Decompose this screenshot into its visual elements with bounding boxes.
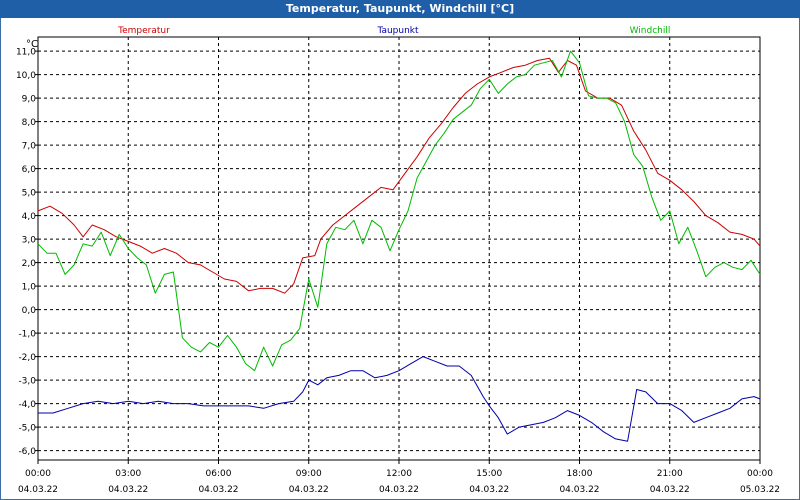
y-tick-label: 6,0 xyxy=(22,165,37,175)
y-tick-label: 9,0 xyxy=(22,95,37,105)
x-tick-time-label: 15:00 xyxy=(476,469,502,479)
x-tick-date-label: 04.03.22 xyxy=(198,485,238,495)
x-tick-date-label: 05.03.22 xyxy=(740,485,780,495)
x-tick-time-label: 06:00 xyxy=(206,469,232,479)
y-tick-label: -1,0 xyxy=(18,330,36,340)
x-tick-time-label: 03:00 xyxy=(115,469,141,479)
y-tick-label: -3,0 xyxy=(18,377,36,387)
y-axis: 11,0 10,0 9,0 8,0 7,0 6,0 5,0 4,0 3,0 2,0 1,0 0,0 -1… xyxy=(16,48,38,457)
series-line-windchill xyxy=(37,50,761,372)
x-tick-date-label: 04.03.22 xyxy=(650,485,690,495)
x-axis: 00:00 04.03.22 03:00 04.03.22 06:00 04.03.22 0… xyxy=(18,460,780,495)
y-axis-unit-label: °C xyxy=(26,39,38,50)
y-tick-label: -6,0 xyxy=(18,447,36,457)
series-line-taupunkt xyxy=(38,356,761,442)
y-tick-label: -4,0 xyxy=(18,400,36,410)
x-tick-time-label: 00:00 xyxy=(25,469,51,479)
x-tick-time-label: 12:00 xyxy=(386,469,412,479)
x-tick-time-label: 00:00 xyxy=(747,469,773,479)
y-tick-label: 2,0 xyxy=(22,259,37,269)
x-tick-date-label: 04.03.22 xyxy=(469,485,509,495)
y-tick-label: 11,0 xyxy=(16,48,36,58)
y-tick-label: 0,0 xyxy=(22,306,37,316)
y-tick-label: 7,0 xyxy=(22,142,37,152)
legend-entry-windchill: Windchill xyxy=(630,26,671,36)
x-tick-date-label: 04.03.22 xyxy=(18,485,58,495)
series-line-temperatur xyxy=(37,57,761,294)
y-tick-label: -5,0 xyxy=(18,424,36,434)
x-tick-time-label: 09:00 xyxy=(296,469,322,479)
x-tick-date-label: 04.03.22 xyxy=(559,485,599,495)
y-tick-label: 8,0 xyxy=(22,118,37,128)
y-tick-label: 5,0 xyxy=(22,189,37,199)
y-tick-label: 4,0 xyxy=(22,212,37,222)
x-tick-time-label: 18:00 xyxy=(567,469,593,479)
y-tick-label: 3,0 xyxy=(22,236,37,246)
x-tick-date-label: 04.03.22 xyxy=(379,485,419,495)
legend-entry-taupunkt: Taupunkt xyxy=(376,26,419,36)
legend-entry-temperatur: Temperatur xyxy=(117,26,170,36)
x-tick-date-label: 04.03.22 xyxy=(108,485,148,495)
y-tick-label: 10,0 xyxy=(16,71,36,81)
chart-title: Temperatur, Taupunkt, Windchill [°C] xyxy=(0,0,800,18)
legend: Temperatur Taupunkt Windchill xyxy=(117,26,670,36)
y-tick-label: 1,0 xyxy=(22,283,37,293)
series-lines xyxy=(37,50,761,442)
x-tick-time-label: 21:00 xyxy=(657,469,683,479)
x-tick-date-label: 04.03.22 xyxy=(289,485,329,495)
y-tick-label: -2,0 xyxy=(18,353,36,363)
